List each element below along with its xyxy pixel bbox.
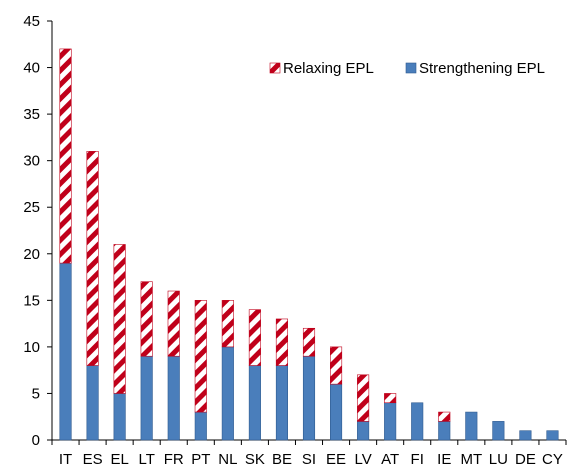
bar-strengthening-ee [330,383,343,441]
bar-relaxing-at [384,393,397,404]
y-tick-label: 20 [23,246,40,263]
x-tick-label: LV [354,451,371,468]
x-tick-label: LT [138,451,154,468]
bar-relaxing-si [302,327,316,357]
x-tick-label: PT [191,451,210,468]
x-tick-label: IE [437,451,451,468]
x-tick-label: MT [460,451,482,468]
bar-strengthening-pt [194,411,207,441]
bar-strengthening-fr [167,355,180,441]
bar-strengthening-be [275,365,288,441]
bar-strengthening-lu [492,421,505,441]
bar-relaxing-el [113,244,126,394]
x-tick-label: NL [218,451,237,468]
bar-strengthening-si [302,355,316,441]
bar-strengthening-el [113,393,126,441]
bar-relaxing-be [275,318,288,366]
bar-relaxing-lt [140,281,153,357]
x-tick-label: LU [489,451,508,468]
x-tick-label: EL [110,451,128,468]
x-tick-label: AT [381,451,399,468]
bar-strengthening-sk [248,365,261,441]
y-tick-label: 10 [23,339,40,356]
bar-relaxing-sk [248,309,261,366]
bar-strengthening-fi [411,402,424,441]
x-tick-label: FR [164,451,184,468]
bar-strengthening-ie [438,421,451,441]
bar-strengthening-cy [546,430,559,441]
x-tick-label: ES [83,451,103,468]
bar-relaxing-pt [194,300,207,413]
bar-strengthening-lv [357,421,370,441]
bar-strengthening-de [519,430,532,441]
legend-swatch-relaxing [269,62,281,74]
legend-label-strengthening: Strengthening EPL [419,60,545,77]
y-tick-label: 40 [23,60,40,77]
bar-relaxing-lv [357,374,370,422]
bar-relaxing-es [86,151,99,366]
legend-swatch-strengthening [405,62,417,74]
bar-relaxing-ie [438,411,451,422]
bar-strengthening-lt [140,355,153,441]
y-tick-label: 35 [23,106,40,123]
x-tick-label: BE [272,451,292,468]
legend-label-relaxing: Relaxing EPL [283,60,374,77]
bar-strengthening-it [59,262,72,441]
bar-relaxing-nl [221,300,234,348]
x-tick-label: FI [411,451,424,468]
bar-relaxing-it [59,48,72,264]
y-tick-label: 15 [23,292,40,309]
y-tick-label: 5 [32,385,40,402]
bar-strengthening-at [384,402,397,441]
x-tick-label: CY [542,451,563,468]
x-tick-label: EE [326,451,346,468]
x-tick-label: IT [59,451,72,468]
bar-strengthening-es [86,365,99,441]
y-tick-label: 0 [32,432,40,449]
bar-relaxing-fr [167,290,180,357]
x-axis: IT ES EL LT FR PT NL SK BE SI EE LV AT FI IE MT LU DE CY [51,439,567,468]
x-tick-label: SK [245,451,265,468]
bar-relaxing-ee [330,346,343,385]
bar-strengthening-nl [221,346,234,441]
bar-strengthening-mt [465,411,478,441]
y-tick-label: 25 [23,199,40,216]
y-axis: 0 5 10 15 20 25 30 35 40 45 [23,13,53,449]
x-tick-label: DE [515,451,536,468]
y-tick-label: 45 [23,13,40,30]
bars [59,48,559,441]
legend: Relaxing EPL Strengthening EPL [269,60,545,77]
x-tick-label: SI [302,451,316,468]
y-tick-label: 30 [23,153,40,170]
